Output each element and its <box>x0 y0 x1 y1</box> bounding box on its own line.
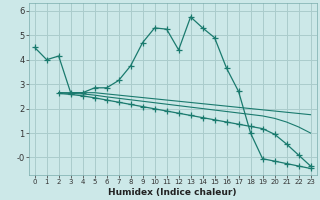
X-axis label: Humidex (Indice chaleur): Humidex (Indice chaleur) <box>108 188 237 197</box>
